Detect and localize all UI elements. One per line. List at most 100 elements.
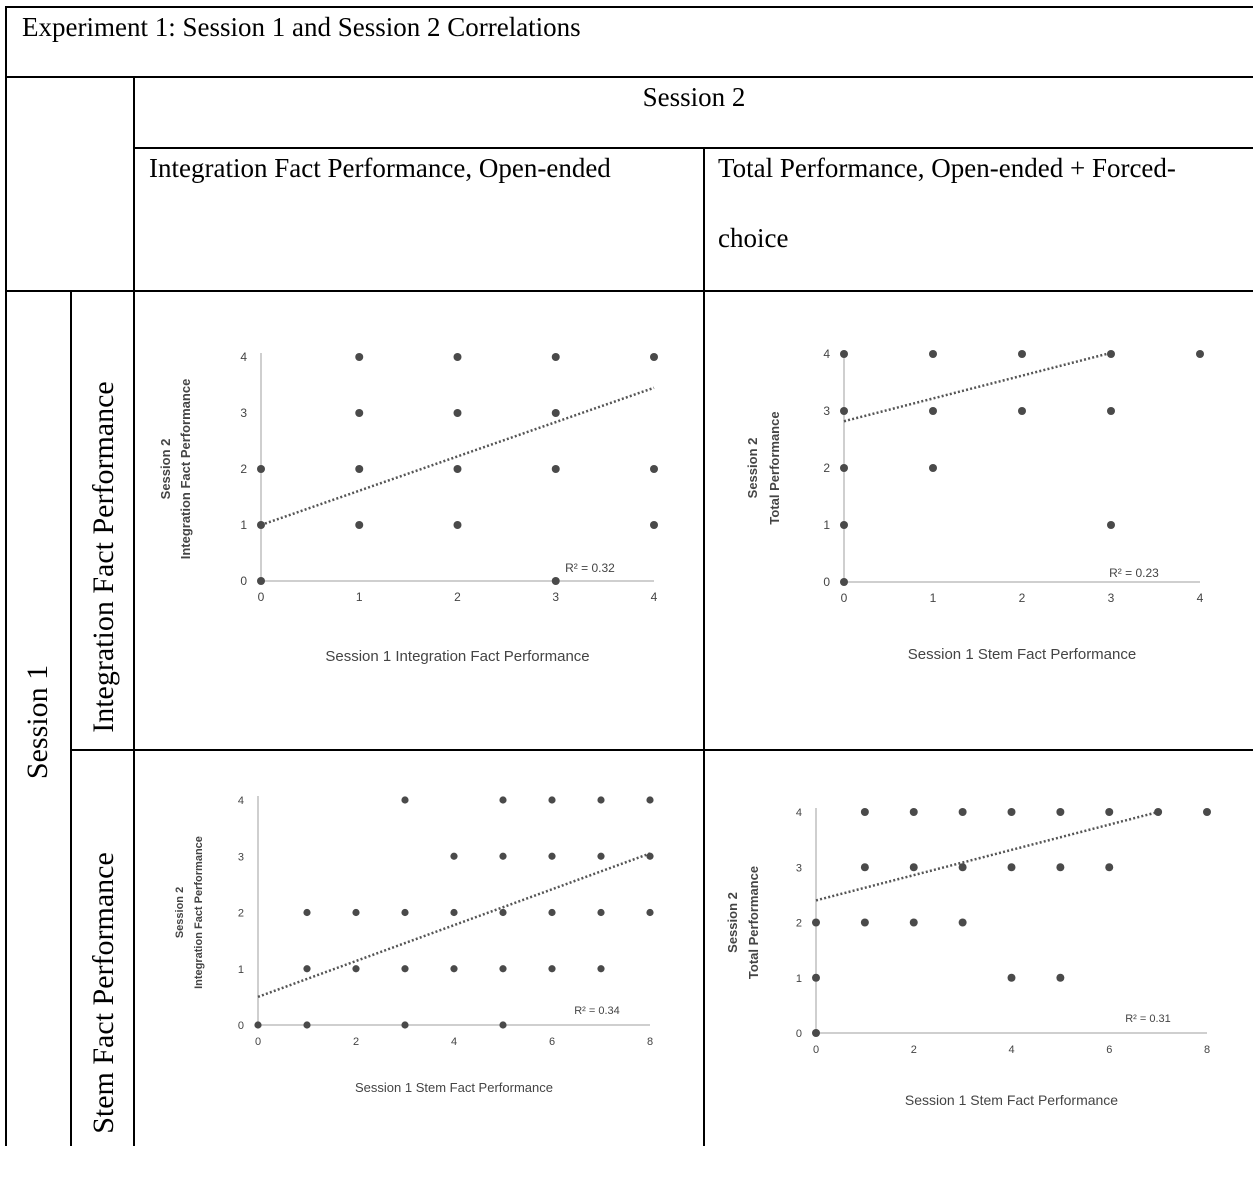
data-point [303,908,311,917]
data-point [450,852,458,860]
y-tick-label: 3 [238,851,244,863]
data-point [646,908,654,917]
data-point [1056,863,1065,872]
data-point [254,1021,262,1029]
data-point [303,965,311,973]
row-group-header: Session 1 [21,664,54,780]
data-point [1018,407,1026,415]
data-point [958,918,967,927]
scatter-stem-vs-integration: 0 2 4 6 8 0 1 2 3 4 R² = 0.34 Session 1 Stem Fact P… [160,785,680,1110]
y-tick-label: 0 [823,575,830,589]
y-tick-label: 4 [823,347,830,361]
data-point [1107,350,1115,358]
x-tick-label: 4 [451,1036,457,1048]
data-point [355,465,364,473]
data-point [548,908,556,917]
data-point [551,577,560,585]
x-tick-label: 4 [651,590,658,604]
y-tick-label: 4 [796,807,802,819]
data-point [551,353,560,361]
column-divider-middle [703,147,705,1146]
data-point [401,965,409,973]
y-tick-label: 2 [823,461,830,475]
y-axis-label: Session 2 [174,887,186,938]
table-border-left [5,6,7,1146]
column-group-header: Session 2 [642,82,746,112]
y-tick-label: 1 [240,518,247,532]
x-tick-label: 0 [255,1036,261,1048]
row-header-stem: Stem Fact Performance [87,852,120,1134]
data-point [352,965,360,973]
data-point [909,918,918,927]
data-point [597,852,605,860]
x-tick-label: 3 [1108,591,1115,605]
data-point [257,465,265,473]
data-point [450,908,458,917]
data-point [453,465,462,473]
y-axis-label: Session 2 [745,438,760,499]
r-squared-label: R² = 0.31 [1125,1013,1171,1025]
data-point [1203,808,1211,816]
data-point [303,1021,311,1029]
data-point [840,350,848,358]
x-axis-label: Session 1 Stem Fact Performance [355,1080,553,1095]
data-point [1007,808,1016,816]
data-point [1056,808,1065,816]
x-tick-label: 1 [930,591,937,605]
data-point [597,965,605,973]
data-point [1007,973,1016,982]
data-point [958,808,967,816]
y-tick-label: 4 [240,350,247,364]
y-tick-label: 1 [238,964,244,976]
y-tick-label: 2 [238,908,244,920]
r-squared-label: R² = 0.32 [565,561,615,575]
data-point [958,863,967,872]
data-point [650,465,658,473]
x-tick-label: 2 [353,1036,359,1048]
data-point [453,409,462,417]
data-point [1107,521,1115,529]
data-point [401,908,409,917]
x-tick-label: 3 [552,590,559,604]
data-point [1196,350,1204,358]
data-point [401,1021,409,1029]
data-point [257,577,265,585]
x-tick-label: 0 [813,1044,819,1056]
data-point [1056,973,1065,982]
x-tick-label: 4 [1008,1044,1014,1056]
y-tick-label: 0 [796,1028,802,1040]
y-tick-label: 3 [823,404,830,418]
row-label-divider [70,290,72,1146]
column-header-total: Total Performance, Open-ended + Forced- [718,153,1176,183]
row-divider-middle [70,749,1253,751]
title-row-divider [5,76,1253,78]
table-border-top [5,6,1253,8]
data-point [646,852,654,860]
y-axis-label: Total Performance [746,866,761,979]
data-point [352,908,360,917]
y-axis-label: Session 2 [158,439,173,500]
data-point [355,409,364,417]
y-tick-label: 1 [823,518,830,532]
data-point [1154,808,1163,816]
data-point [548,852,556,860]
y-axis-label: Integration Fact Performance [193,836,205,989]
trendline [815,810,1159,902]
data-point [1105,863,1114,872]
data-point [355,521,364,529]
data-point [860,808,869,816]
x-tick-label: 4 [1197,591,1204,605]
data-point [401,796,409,804]
y-tick-label: 2 [796,918,802,930]
r-squared-label: R² = 0.23 [1109,566,1159,580]
data-point [551,409,560,417]
x-tick-label: 0 [258,590,265,604]
y-axis-label: Total Performance [767,411,782,524]
y-tick-label: 0 [238,1020,244,1032]
trendline [843,351,1112,423]
y-axis-label: Integration Fact Performance [178,379,193,560]
y-tick-label: 1 [796,973,802,985]
x-tick-label: 8 [647,1036,653,1048]
data-point [929,407,937,415]
scatter-stem-vs-total-bottom: 0 2 4 6 8 0 1 2 3 4 R² = 0.31 Session 1 Stem Fact P… [725,795,1235,1125]
